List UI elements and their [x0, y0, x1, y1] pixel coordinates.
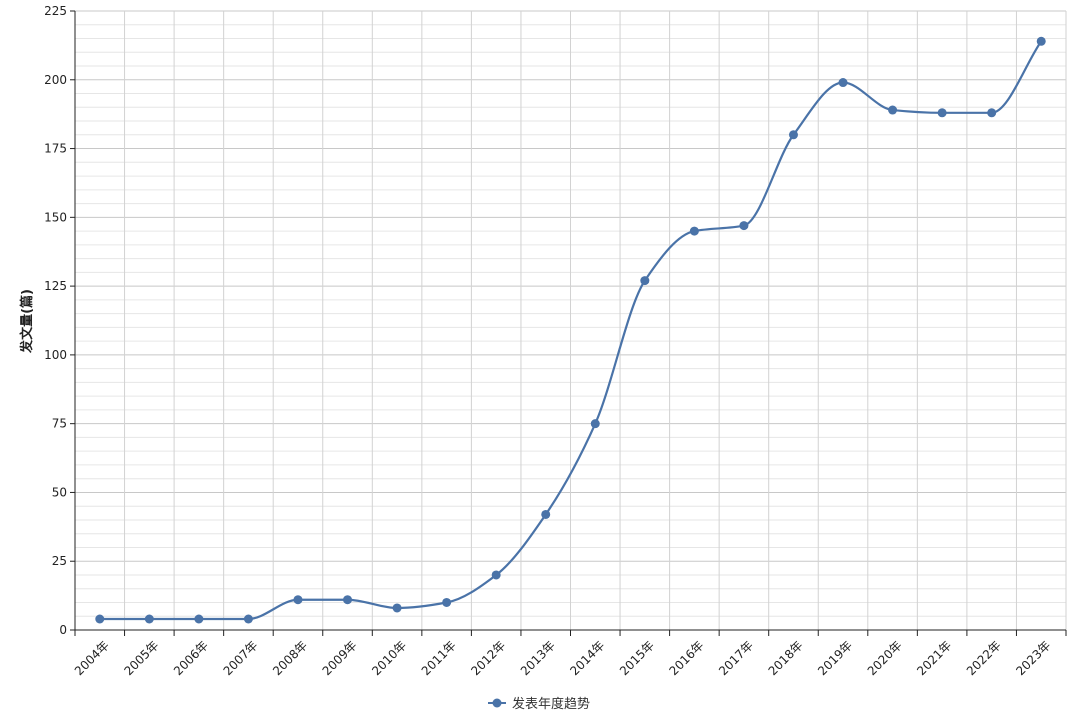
- x-tick-label: 2015年: [617, 638, 657, 678]
- legend[interactable]: 发表年度趋势: [488, 696, 590, 712]
- y-tick-label: 50: [52, 485, 67, 499]
- x-tick-label: 2010年: [369, 638, 409, 678]
- series-layer: [95, 36, 1046, 624]
- data-point[interactable]: [590, 419, 600, 429]
- x-tick-label: 2017年: [716, 638, 756, 678]
- x-tick-label: 2021年: [914, 638, 954, 678]
- x-tick-label: 2004年: [72, 638, 112, 678]
- x-tick-label: 2016年: [667, 638, 707, 678]
- x-tick-label: 2019年: [815, 638, 855, 678]
- y-tick-label: 0: [59, 623, 67, 637]
- legend-dot-marker: [492, 698, 502, 708]
- x-tick-label: 2007年: [221, 638, 261, 678]
- data-point[interactable]: [838, 78, 848, 88]
- x-tick-label: 2005年: [121, 638, 161, 678]
- x-tick-label: 2011年: [419, 638, 459, 678]
- legend-label: 发表年度趋势: [512, 696, 590, 712]
- data-point[interactable]: [1036, 36, 1046, 46]
- data-point[interactable]: [243, 614, 253, 624]
- data-point[interactable]: [541, 509, 551, 519]
- data-point[interactable]: [987, 108, 997, 118]
- x-tick-label: 2009年: [320, 638, 360, 678]
- y-tick-label: 100: [44, 348, 67, 362]
- x-tick-label: 2023年: [1013, 638, 1053, 678]
- data-point[interactable]: [739, 221, 749, 231]
- y-tick-label: 25: [52, 554, 67, 568]
- x-tick-label: 2006年: [171, 638, 211, 678]
- y-tick-label: 175: [44, 142, 67, 156]
- y-tick-label: 75: [52, 417, 67, 431]
- data-point[interactable]: [95, 614, 105, 624]
- data-point[interactable]: [937, 108, 947, 118]
- data-point[interactable]: [293, 595, 303, 605]
- y-tick-label: 225: [44, 4, 67, 18]
- data-point[interactable]: [888, 105, 898, 115]
- y-axis-title: 发文量(篇): [19, 289, 35, 354]
- y-tick-label: 150: [44, 210, 67, 224]
- grid-lines: [75, 10, 1067, 630]
- x-tick-label: 2012年: [468, 638, 508, 678]
- x-tick-label: 2018年: [766, 638, 806, 678]
- data-point[interactable]: [640, 276, 650, 286]
- y-tick-label: 200: [44, 73, 67, 87]
- data-point[interactable]: [689, 226, 699, 236]
- x-tick-label: 2014年: [567, 638, 607, 678]
- data-point[interactable]: [392, 603, 402, 613]
- data-point[interactable]: [442, 597, 452, 607]
- x-tick-label: 2020年: [865, 638, 905, 678]
- data-point[interactable]: [144, 614, 154, 624]
- data-point[interactable]: [491, 570, 501, 580]
- data-point[interactable]: [194, 614, 204, 624]
- x-tick-label: 2022年: [964, 638, 1004, 678]
- y-tick-label: 125: [44, 279, 67, 293]
- x-tick-label: 2013年: [518, 638, 558, 678]
- x-tick-label: 2008年: [270, 638, 310, 678]
- data-point[interactable]: [343, 595, 353, 605]
- data-point[interactable]: [788, 130, 798, 140]
